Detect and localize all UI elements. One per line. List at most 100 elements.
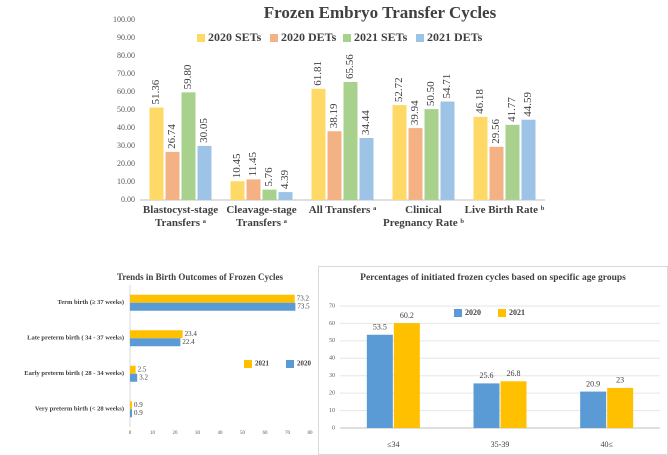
value-label: 29.56 [490,119,502,144]
x-tick-label: 10 [150,431,156,436]
legend-label: 2020 SETs [208,30,262,44]
bar [473,383,500,428]
bar [311,88,326,200]
x-tick-label: All Transfers ᵃ [308,204,377,216]
y-tick-label: 40.00 [117,123,135,132]
y-tick-label: 30.00 [117,141,135,150]
legend-swatch [286,360,294,368]
y-tick-label: 20.00 [117,159,135,168]
bar [149,107,164,200]
y-tick-label: 50 [329,338,335,344]
bar [489,146,504,200]
bar [408,128,423,200]
y-tick-label: 30 [329,373,335,379]
y-tick-label: 10 [329,408,335,414]
value-label: 26.8 [507,369,521,378]
bar [327,131,342,200]
x-tick-label: 70 [285,431,291,436]
value-label: 44.59 [522,91,534,116]
value-label: 23 [616,376,624,385]
x-tick-label: 30 [195,431,201,436]
y-tick-label: 20 [329,391,335,397]
bar [130,302,296,311]
x-tick-label: Live Birth Rate ᵇ [464,204,545,216]
bar [197,145,212,200]
y-tick-label: 40 [329,356,335,362]
x-tick-label: Clinical Pregnancy Rate ᵇ [383,204,464,229]
legend-label: 2020 [297,360,312,368]
legend-swatch [197,34,205,42]
value-label: 30.05 [198,118,210,143]
x-tick-label: 40 [218,431,224,436]
bar [392,105,407,200]
bar [521,119,536,200]
legend-swatch [454,309,462,317]
bar [424,109,439,200]
x-tick-label: Blastocyst-stage Transfers ᵃ [142,204,219,229]
value-label: 3.2 [139,373,148,381]
x-tick-label: 50 [240,431,246,436]
value-label: 25.6 [480,371,494,380]
legend-label: 2021 SETs [354,30,408,44]
chart-title: Percentages of initiated frozen cycles b… [360,273,626,283]
value-label: 65.56 [344,54,356,79]
value-label: 11.45 [247,152,259,177]
legend-swatch [270,34,278,42]
y-tick-label: 80.00 [117,51,135,60]
bar [500,381,527,428]
bar [130,338,181,347]
legend-swatch [244,360,252,368]
legend-swatch [343,34,351,42]
value-label: 0.9 [134,401,143,409]
y-tick-label: 10.00 [117,177,135,186]
bar [607,387,634,428]
y-tick-label: 70 [329,303,335,309]
value-label: 26.74 [166,124,178,149]
value-label: 34.44 [360,110,372,135]
value-label: 54.71 [441,74,453,99]
y-tick-label: 100.00 [113,15,135,24]
bar [366,334,393,428]
legend-swatch [498,309,506,317]
x-tick-label: 0 [129,431,132,436]
x-tick-label: 60 [263,431,269,436]
bar [130,365,136,374]
value-label: 51.36 [150,79,162,104]
value-label: 20.9 [586,379,600,388]
value-label: 61.81 [312,61,324,86]
y-tick-label: 0.00 [121,195,135,204]
bar [440,101,455,200]
bar [165,151,180,200]
bar [130,294,295,303]
y-tick-label: Late preterm birth ( 34 - 37 weeks) [27,335,124,342]
bar [130,373,138,382]
value-label: 22.4 [182,338,195,346]
bar [359,138,374,200]
y-tick-label: 60.00 [117,87,135,96]
legend-label: 2021 DETs [427,30,483,44]
value-label: 2.5 [138,365,147,373]
value-label: 10.45 [231,153,243,178]
x-tick-label: 80 [308,431,314,436]
value-label: 50.50 [425,81,437,106]
bar [262,189,277,200]
value-label: 73.2 [297,294,310,302]
value-label: 38.19 [328,103,340,128]
y-tick-label: 0 [332,425,335,431]
value-label: 0.9 [134,409,143,417]
legend-swatch [416,34,424,42]
bar [130,330,183,339]
legend-label: 2021 [509,308,525,317]
value-label: 46.18 [474,89,486,114]
value-label: 4.39 [279,169,291,189]
x-tick-label: 20 [173,431,179,436]
bar [130,401,133,410]
y-tick-label: 60 [329,321,335,327]
value-label: 59.80 [182,64,194,89]
bar [580,391,607,428]
y-tick-label: 90.00 [117,33,135,42]
x-tick-label: ≤34 [387,440,400,449]
value-label: 73.5 [297,302,310,310]
